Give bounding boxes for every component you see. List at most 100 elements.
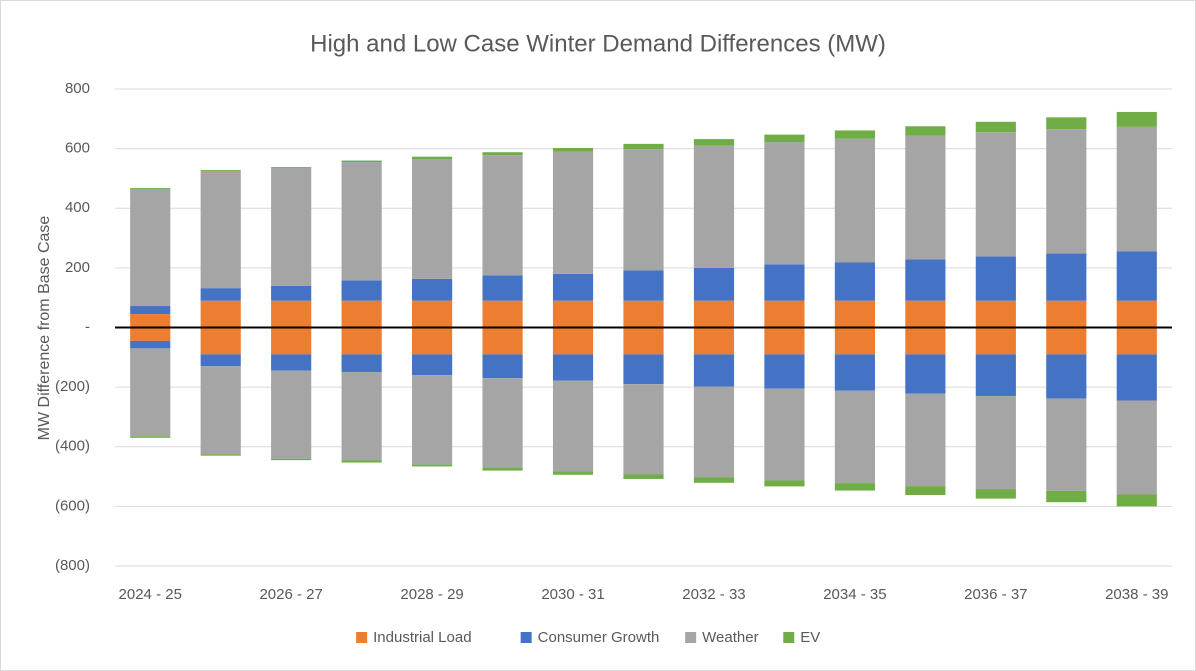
bar-segment [341,162,382,281]
bar-segment [271,168,312,286]
bar-segment [482,467,523,471]
bar-segment [834,138,875,263]
bar-segment [200,300,241,328]
bar-segment [623,300,664,328]
bar-segment [975,121,1016,133]
y-tick-label: 800 [65,80,90,97]
bar-segment [905,393,946,487]
bar-segment [623,149,664,271]
legend-label: Industrial Load [373,629,471,646]
legend-swatch [685,632,697,643]
bar-segment [834,262,875,301]
bar-segment [552,300,594,328]
y-tick-label: (600) [55,497,90,514]
bar-segment [271,370,312,459]
legend-label: Consumer Growth [538,629,660,646]
legend-swatch [356,632,368,643]
bar-segment [341,160,382,163]
bar-segment [834,390,875,484]
bar-segment [764,388,805,481]
bar-segment [693,386,735,478]
bar-segment [271,458,312,461]
bar-segment [693,139,735,146]
bar-segment [200,454,241,456]
x-tick-label: 2026 - 27 [259,586,322,603]
bar-segment [975,354,1016,397]
bar-segment [975,256,1016,301]
bar-segment [693,145,735,268]
bar-segment [130,327,171,341]
bar-segment [693,327,735,355]
x-tick-label: 2034 - 35 [823,586,886,603]
bar-segment [1046,300,1087,328]
legend-swatch [783,632,795,643]
bar-segment [130,340,171,349]
bar-segment [623,143,664,150]
bar-segment [412,464,453,467]
bar-segment [764,354,805,389]
y-tick-label: 400 [65,199,90,216]
bar-segment [412,354,453,376]
bar-segment [552,354,594,381]
bar-segment [552,151,594,274]
bar-segment [975,396,1016,490]
x-tick-label: 2030 - 31 [541,586,604,603]
bar-segment [834,130,875,139]
bar-segment [1046,490,1087,503]
bar-segment [764,327,805,355]
bar-segment [271,167,312,169]
bar-segment [905,300,946,328]
bar-segment [130,348,171,437]
x-tick-label: 2032 - 33 [682,586,745,603]
bar-segment [1116,111,1157,127]
bar-segment [975,132,1016,257]
bar-segment [905,354,946,394]
bar-segment [200,170,241,289]
bar-segment [905,259,946,301]
bar-segment [482,155,523,276]
bar-segment [200,327,241,355]
bar-segment [693,354,735,387]
bar-segment [412,278,453,301]
bar-segment [412,159,453,279]
bar-segment [271,300,312,328]
bar-segment [552,471,594,475]
bar-segment [623,474,664,479]
bar-segment [412,327,453,355]
bar-segment [552,148,594,152]
bar-segment [341,354,382,373]
y-tick-label: - [85,318,90,335]
bar-segment [975,300,1016,328]
legend-label: Weather [702,629,758,646]
bar-segment [1116,327,1157,355]
bar-segment [1046,354,1087,399]
bar-segment [623,270,664,301]
bar-segment [200,170,241,171]
bar-segment [764,264,805,301]
bar-segment [623,327,664,355]
bar-segment [341,372,382,461]
bar-segment [271,354,312,371]
bar-segment [412,300,453,328]
bar-segment [764,142,805,265]
bar-segment [905,486,946,496]
bar-segment [1046,327,1087,355]
bar-segment [1046,253,1087,301]
legend-swatch [520,632,532,643]
y-axis-label: MW Difference from Base Case [36,216,53,441]
bar-segment [341,327,382,355]
bar-segment [271,327,312,355]
bar-segment [623,384,664,475]
legend-label: EV [800,629,820,646]
y-tick-label: (800) [55,557,90,574]
y-tick-label: (400) [55,438,90,455]
bar-segment [834,327,875,355]
bar-segment [1116,354,1157,401]
y-tick-label: 200 [65,259,90,276]
bar-segment [552,327,594,355]
bar-segment [412,156,453,160]
bar-segment [1046,398,1087,491]
bar-segment [341,280,382,301]
bar-segment [764,300,805,328]
